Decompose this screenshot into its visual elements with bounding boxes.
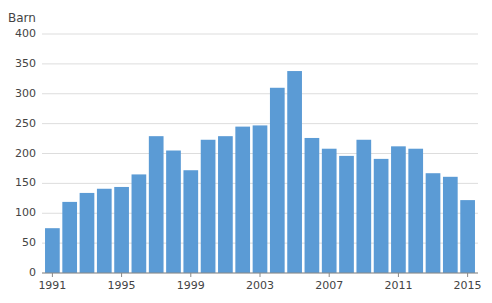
- bar: [45, 228, 60, 273]
- bar: [270, 88, 285, 273]
- bar: [443, 177, 458, 273]
- chart-container: 0 50 100 150 200 250 300 350 400 1991 1995 1999 2003…: [0, 0, 492, 303]
- y-tick-label: 50: [22, 236, 36, 249]
- y-tick-label: 350: [15, 57, 36, 70]
- bar: [235, 127, 250, 273]
- grid-line: [42, 123, 478, 124]
- y-tick-label: 100: [15, 206, 36, 219]
- x-tick: [260, 273, 261, 277]
- bar: [426, 173, 441, 273]
- bar: [460, 200, 475, 273]
- grid-line: [42, 34, 478, 35]
- bars: [45, 71, 475, 273]
- x-tick-label: 2015: [454, 279, 482, 292]
- bar: [305, 138, 320, 273]
- y-axis-label: Barn: [8, 11, 36, 25]
- x-tick-label: 1999: [177, 279, 205, 292]
- bar: [218, 136, 233, 273]
- bar: [287, 71, 302, 273]
- x-ticks: 1991 1995 1999 2003 2007 2011 2015: [38, 273, 481, 292]
- bar: [80, 193, 95, 273]
- x-tick: [121, 273, 122, 277]
- x-tick: [398, 273, 399, 277]
- chart: 0 50 100 150 200 250 300 350 400 1991 1995 1999 2003…: [0, 0, 492, 303]
- bar: [166, 151, 181, 273]
- bar: [391, 146, 406, 273]
- x-tick: [52, 273, 53, 277]
- x-tick-label: 2007: [315, 279, 343, 292]
- y-tick-label: 200: [15, 147, 36, 160]
- y-tick-label: 400: [15, 27, 36, 40]
- bar: [149, 136, 164, 273]
- bar: [322, 149, 337, 273]
- grid-line: [42, 63, 478, 64]
- y-tick-label: 300: [15, 87, 36, 100]
- y-tick-labels: 0 50 100 150 200 250 300 350 400: [15, 27, 36, 279]
- x-tick-label: 2011: [384, 279, 412, 292]
- bar: [97, 189, 112, 273]
- x-tick: [467, 273, 468, 277]
- bar: [339, 156, 354, 273]
- y-tick-label: 0: [29, 266, 36, 279]
- bar: [253, 125, 268, 273]
- bar: [374, 159, 389, 273]
- bar: [408, 149, 423, 273]
- bar: [62, 202, 77, 273]
- y-tick-label: 150: [15, 176, 36, 189]
- y-tick-label: 250: [15, 117, 36, 130]
- x-tick: [329, 273, 330, 277]
- grid-line: [42, 93, 478, 94]
- bar: [114, 187, 129, 273]
- bar: [356, 140, 371, 273]
- page: {"chart_data": {"type": "bar", "ylabel":…: [0, 0, 492, 303]
- x-tick-label: 1995: [108, 279, 136, 292]
- x-tick: [190, 273, 191, 277]
- x-tick-label: 1991: [38, 279, 66, 292]
- bar: [201, 140, 216, 273]
- x-tick-label: 2003: [246, 279, 274, 292]
- bar: [132, 174, 147, 273]
- bar: [183, 170, 198, 273]
- y-grid: [42, 34, 478, 273]
